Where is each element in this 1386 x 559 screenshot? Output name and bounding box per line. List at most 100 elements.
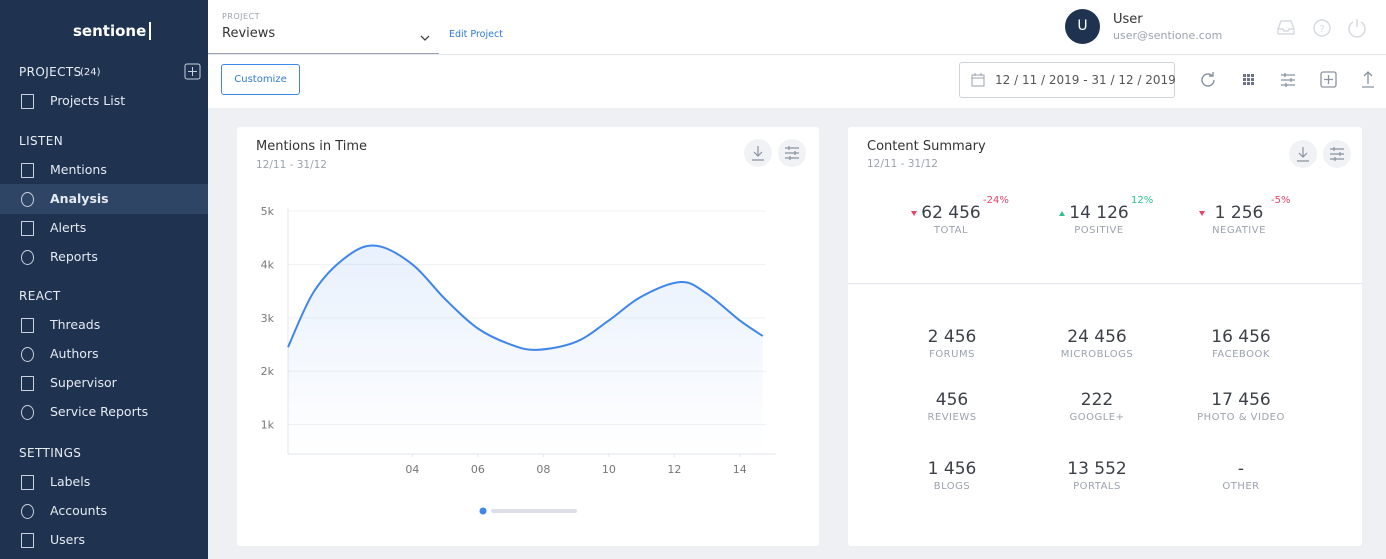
header-icons: ? bbox=[1277, 19, 1366, 38]
x-tick-label: 12 bbox=[667, 463, 681, 476]
trend-arrow bbox=[911, 211, 917, 216]
user-email: user@sentione.com bbox=[1113, 29, 1223, 42]
source-value: 24 456 bbox=[1067, 327, 1127, 347]
active-highlight bbox=[0, 184, 208, 214]
sidebar: sentione PROJECTS (24) Projects List LISTEN… bbox=[0, 0, 208, 559]
nav-icon bbox=[21, 533, 34, 548]
nav-icon bbox=[21, 163, 34, 178]
summary-subtitle: 12/11 - 31/12 bbox=[867, 158, 938, 170]
x-tick-label: 06 bbox=[471, 463, 485, 476]
y-tick-label: 5k bbox=[261, 205, 275, 218]
nav-item[interactable]: Authors bbox=[50, 346, 99, 361]
stat-change: -24% bbox=[983, 195, 1009, 206]
help-icon[interactable] bbox=[1313, 19, 1331, 37]
source-label: FACEBOOK bbox=[1212, 349, 1270, 360]
nav-icon bbox=[21, 221, 34, 236]
export-icon[interactable] bbox=[1362, 71, 1374, 88]
scroll-dot[interactable] bbox=[479, 507, 487, 515]
x-tick-label: 14 bbox=[733, 463, 747, 476]
divider bbox=[848, 283, 1362, 284]
section-count: (24) bbox=[80, 67, 101, 78]
stat-label: POSITIVE bbox=[1074, 225, 1124, 236]
edit-project[interactable]: Edit Project bbox=[449, 29, 503, 40]
section-title: REACT bbox=[19, 289, 61, 303]
project-name[interactable]: Reviews bbox=[222, 26, 276, 41]
nav-item[interactable]: Projects List bbox=[50, 93, 126, 108]
inbox-icon[interactable] bbox=[1277, 20, 1295, 35]
stat-value: 14 126 bbox=[1069, 203, 1129, 223]
customize-button[interactable]: Customize bbox=[221, 64, 300, 95]
power-icon[interactable] bbox=[1348, 19, 1366, 38]
svg-text:?: ? bbox=[1319, 24, 1324, 35]
nav-item[interactable]: Service Reports bbox=[50, 404, 149, 419]
trend-arrow bbox=[1199, 211, 1205, 216]
nav-icon bbox=[21, 250, 34, 265]
nav-icon bbox=[21, 376, 34, 391]
toolbar-icons bbox=[1201, 71, 1374, 88]
stat-value: 1 256 bbox=[1214, 203, 1264, 223]
nav-item[interactable]: Analysis bbox=[50, 191, 109, 206]
date-picker[interactable] bbox=[959, 62, 1175, 98]
source-label: GOOGLE+ bbox=[1069, 412, 1125, 423]
scroll-bar[interactable] bbox=[491, 509, 577, 513]
user-name: User bbox=[1113, 12, 1143, 27]
source-value: 13 552 bbox=[1067, 459, 1127, 479]
nav-item[interactable]: Users bbox=[50, 532, 86, 547]
stat-value: 62 456 bbox=[921, 203, 981, 223]
section-title: PROJECTS bbox=[19, 65, 82, 79]
source-label: PORTALS bbox=[1073, 481, 1121, 492]
nav-item[interactable]: Labels bbox=[50, 474, 91, 489]
source-value: 17 456 bbox=[1211, 390, 1271, 410]
nav-icon bbox=[21, 347, 34, 362]
source-label: OTHER bbox=[1222, 481, 1260, 492]
nav-item[interactable]: Mentions bbox=[50, 162, 107, 177]
logo: sentione bbox=[70, 22, 152, 40]
date-range: 12 / 11 / 2019 - 31 / 12 / 2019 bbox=[995, 73, 1176, 87]
y-tick-label: 3k bbox=[261, 312, 275, 325]
line-chart: Mentions in Time 12/11 - 31/12 1k 2k 3k 4k 5… bbox=[256, 139, 806, 515]
source-value: 222 bbox=[1080, 390, 1114, 410]
add-icon[interactable] bbox=[1320, 71, 1337, 88]
nav-icon bbox=[21, 504, 34, 519]
summary-title: Content Summary bbox=[867, 139, 986, 154]
filter-icon[interactable] bbox=[1281, 73, 1295, 87]
line bbox=[287, 244, 764, 351]
x-tick-label: 04 bbox=[405, 463, 419, 476]
nav-icon bbox=[21, 318, 34, 333]
stat-label: NEGATIVE bbox=[1212, 225, 1266, 236]
nav-item[interactable]: Alerts bbox=[50, 220, 87, 235]
source-value: 456 bbox=[935, 390, 969, 410]
nav-icon bbox=[21, 192, 34, 207]
nav-item[interactable]: Reports bbox=[50, 249, 98, 264]
trend-arrow bbox=[1059, 211, 1065, 216]
stat-change: 12% bbox=[1131, 195, 1154, 206]
nav-item[interactable]: Supervisor bbox=[50, 375, 117, 390]
calendar-icon bbox=[971, 73, 985, 87]
section-title: SETTINGS bbox=[19, 446, 82, 460]
toolbar: Customize 12 / 11 / 2019 - 31 / 12 / 201… bbox=[208, 55, 1386, 108]
y-tick-label: 2k bbox=[261, 365, 275, 378]
nav-icon bbox=[21, 94, 34, 109]
nav-icon bbox=[21, 475, 34, 490]
source-label: MICROBLOGS bbox=[1060, 349, 1134, 360]
header: PROJECT Reviews Edit Project U User user… bbox=[208, 0, 1386, 55]
section-title: LISTEN bbox=[19, 134, 64, 148]
x-tick-label: 08 bbox=[536, 463, 550, 476]
nav-item[interactable]: Accounts bbox=[50, 503, 107, 518]
dropdown-arrow[interactable] bbox=[420, 34, 430, 42]
underline bbox=[208, 53, 439, 54]
nav-item[interactable]: Threads bbox=[50, 317, 101, 332]
avatar[interactable]: U bbox=[1065, 9, 1100, 44]
grid-icon[interactable] bbox=[1243, 74, 1254, 85]
project-label: PROJECT bbox=[222, 12, 261, 21]
y-tick-label: 4k bbox=[261, 258, 275, 271]
stat-label: TOTAL bbox=[933, 225, 969, 236]
refresh-icon[interactable] bbox=[1201, 72, 1215, 87]
mentions-card: Mentions in Time 12/11 - 31/12 1k 2k 3k 4k 5… bbox=[237, 127, 819, 546]
stat-change: -5% bbox=[1271, 195, 1291, 206]
source-value: 1 456 bbox=[927, 459, 977, 479]
nav-icon bbox=[21, 405, 34, 420]
add-project[interactable] bbox=[184, 63, 201, 80]
source-value: 2 456 bbox=[927, 327, 977, 347]
